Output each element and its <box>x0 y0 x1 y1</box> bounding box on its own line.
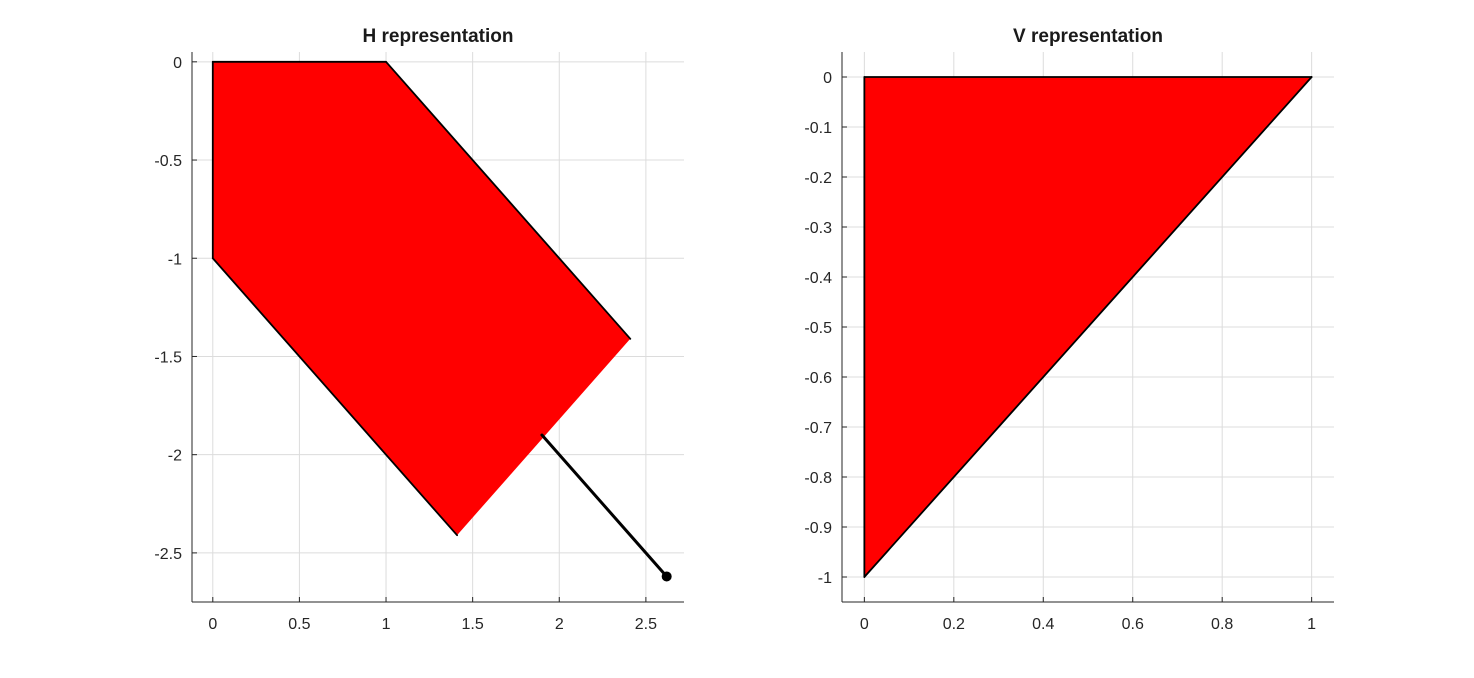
h-representation-panel: H representation 0 0.5 1 1.5 2 2.5 0 -0.5 -1 -1.5… <box>154 26 684 633</box>
y-tick-label: -1 <box>818 570 832 587</box>
polygon-edge <box>211 257 458 537</box>
x-tick-label: 0.4 <box>1032 616 1054 633</box>
x-tick-label: 0.8 <box>1211 616 1233 633</box>
y-tick-label: -0.2 <box>804 170 832 187</box>
y-tick-label: -0.6 <box>804 370 832 387</box>
y-tick-label: -0.5 <box>804 320 832 337</box>
y-tick-label: -0.3 <box>804 220 832 237</box>
v-representation-title: V representation <box>1013 26 1163 47</box>
y-tick-label: -0.9 <box>804 520 832 537</box>
x-tick-label: 0.5 <box>288 616 310 633</box>
v-representation-panel: V representation 0 0.2 0.4 0.6 0.8 1 0 -0.1 -0.2… <box>804 26 1334 633</box>
x-tick-label: 2 <box>555 616 564 633</box>
y-tick-label: -0.7 <box>804 420 832 437</box>
y-tick-label: -0.4 <box>804 270 832 287</box>
x-tick-label: 1 <box>382 616 391 633</box>
data-point <box>661 571 672 582</box>
polygon-fill <box>212 61 631 536</box>
y-tick-label: 0 <box>823 70 832 87</box>
x-tick-label: 0.6 <box>1122 616 1144 633</box>
x-tick-label: 0 <box>860 616 869 633</box>
y-tick-label: -1 <box>168 251 182 268</box>
x-tick-label: 2.5 <box>635 616 657 633</box>
y-tick-label: 0 <box>173 55 182 72</box>
y-tick-label: -0.1 <box>804 120 832 137</box>
direction-segment <box>540 433 669 578</box>
x-tick-label: 0.2 <box>943 616 965 633</box>
y-tick-label: -0.5 <box>154 153 182 170</box>
x-tick-label: 0 <box>208 616 217 633</box>
x-tick-label: 1 <box>1307 616 1316 633</box>
y-tick-label: -0.8 <box>804 470 832 487</box>
y-tick-label: -2.5 <box>154 546 182 563</box>
y-tick-label: -1.5 <box>154 349 182 366</box>
polygon-edge <box>385 60 632 340</box>
y-tick-label: -2 <box>168 448 182 465</box>
x-tick-label: 1.5 <box>462 616 484 633</box>
polygon-edge <box>863 76 1313 578</box>
h-representation-title: H representation <box>363 26 514 47</box>
